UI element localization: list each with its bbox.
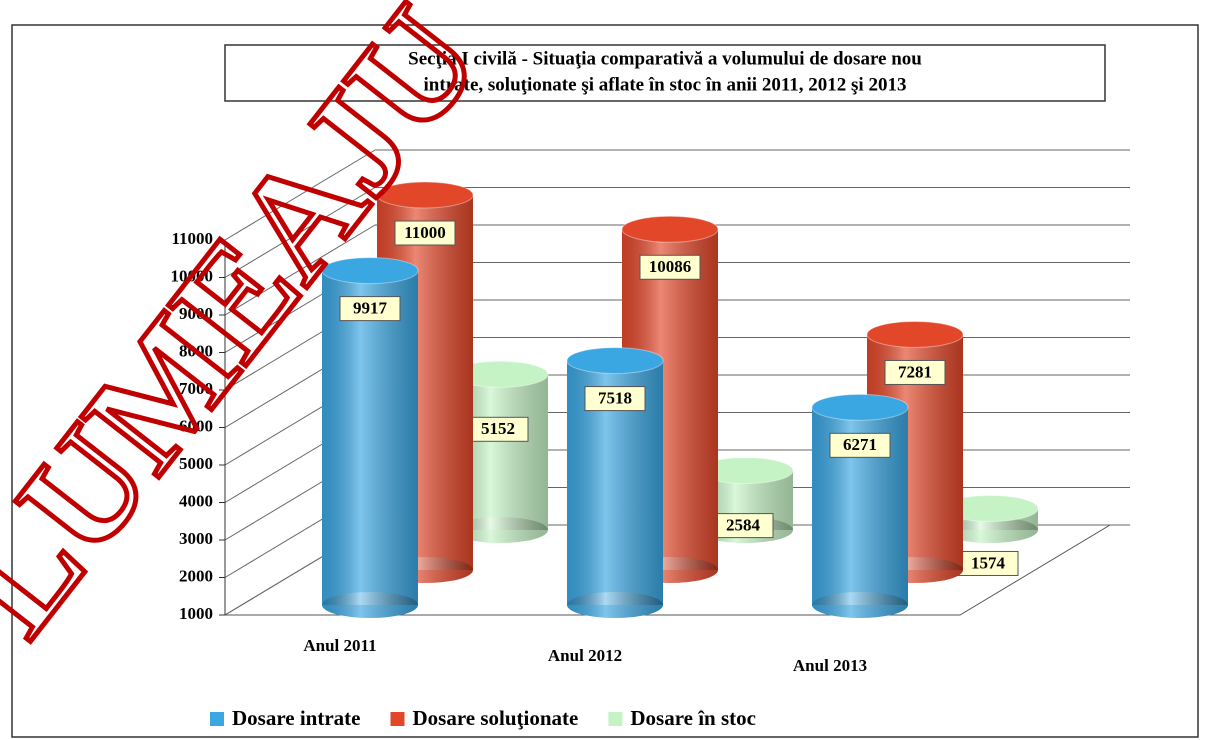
value-label-box [339,296,401,322]
value-label: 2584 [726,516,761,535]
value-label: 7281 [898,362,932,381]
value-label: 6271 [843,435,877,454]
y-tick-label: 8000 [179,341,213,360]
cylinder-top [866,320,964,348]
legend-label: Dosare în stoc [630,706,756,730]
y-tick-label: 6000 [179,416,213,435]
value-label: 7518 [598,388,632,407]
legend-label: Dosare soluţionate [413,706,579,730]
y-tick-label: 3000 [179,529,213,548]
cylinder [941,494,1039,543]
y-tick-label: 1000 [179,604,213,623]
value-label-box [829,432,891,458]
grid-line [224,149,376,241]
value-label-box [584,386,646,412]
y-tick-label: 4000 [179,491,213,510]
plot-area: 1000 2000 3000 4000 5000 6000 7000 8000 9000 1000… [171,149,1130,675]
legend-swatch [608,712,623,726]
y-tick-label: 9000 [179,304,213,323]
y-tick-label: 7000 [179,379,213,398]
value-label: 10086 [649,257,692,276]
cylinder-top [321,257,419,285]
value-label-box [394,220,456,246]
legend-swatch [390,712,405,726]
cylinder [811,393,909,618]
y-tick-label: 10000 [171,266,214,285]
legend: Dosare intrate Dosare soluţionate Dosare î… [210,706,756,730]
cylinder-top [811,393,909,421]
cylinder [321,257,419,618]
grid-line [224,187,376,278]
value-label: 1574 [971,553,1006,572]
value-label: 11000 [404,223,446,242]
value-label: 5152 [481,419,515,438]
y-tick-label: 2000 [179,566,213,585]
legend-swatch [210,712,224,726]
grid-line [224,224,376,316]
cylinder-top [621,215,719,243]
value-label-box [639,254,701,280]
legend-label: Dosare intrate [232,706,361,730]
x-tick-label: Anul 2011 [303,636,376,655]
title-box [224,44,1106,102]
value-label: 9917 [353,299,388,318]
cylinder-top [376,181,474,209]
value-label-box [957,550,1019,576]
chart-title: intrate, soluţionate şi aflate în stoc î… [424,74,907,95]
chart-title: Secţia I civilă - Situaţia comparativă a… [408,48,922,69]
value-label-box [712,513,774,539]
cylinder-shade [322,270,418,605]
value-label-box [884,359,946,385]
y-tick-label: 11000 [171,229,213,248]
cylinder-top [566,347,664,375]
x-tick-label: Anul 2013 [793,656,867,675]
y-tick-label: 5000 [179,454,213,473]
value-label-box [467,416,529,442]
x-tick-label: Anul 2012 [548,646,622,665]
